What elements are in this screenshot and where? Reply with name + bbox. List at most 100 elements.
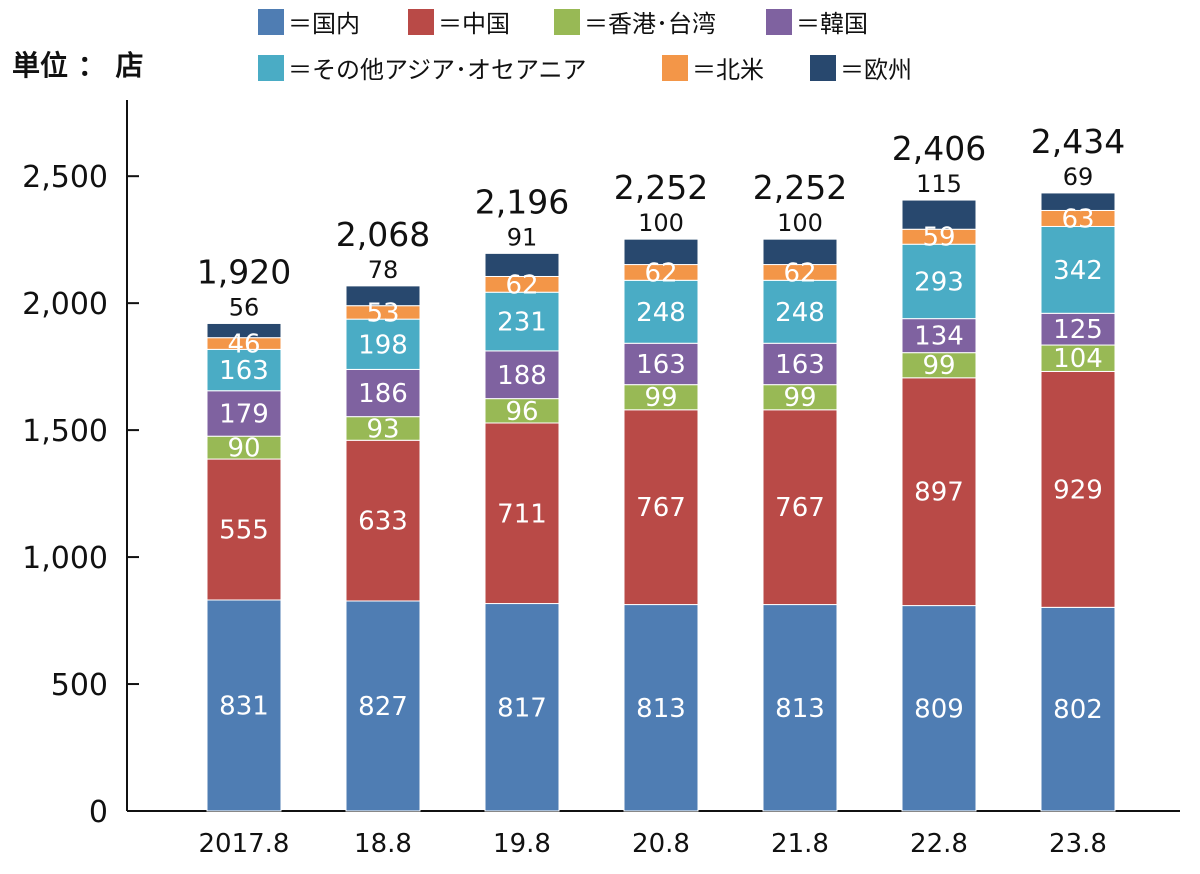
axes: 0 500 1,000 1,500 2,000 2,500 bbox=[22, 100, 1180, 830]
legend-label: ＝韓国 bbox=[796, 10, 868, 38]
total-label: 2,406 bbox=[892, 129, 986, 168]
data-label: 179 bbox=[219, 399, 269, 429]
data-label: 69 bbox=[1063, 163, 1094, 191]
bar-segment bbox=[1040, 606, 1116, 812]
bar-segment bbox=[762, 604, 838, 812]
data-label: 100 bbox=[777, 209, 823, 237]
data-label: 134 bbox=[914, 322, 964, 352]
bar-segment bbox=[345, 318, 421, 370]
bar-segment bbox=[484, 422, 560, 605]
legend-label: ＝国内 bbox=[288, 10, 360, 38]
y-tick-label: 500 bbox=[51, 668, 108, 703]
bar-segment bbox=[206, 348, 282, 392]
legend-swatch bbox=[766, 8, 792, 35]
legend-item-china: ＝中国 bbox=[408, 4, 510, 39]
y-tick-label: 2,500 bbox=[22, 160, 108, 195]
bar-segment bbox=[623, 279, 699, 344]
data-label: 555 bbox=[219, 516, 269, 546]
legend-item-domestic: ＝国内 bbox=[258, 4, 360, 39]
x-tick-label: 22.8 bbox=[910, 829, 968, 859]
legend-swatch bbox=[810, 54, 836, 81]
total-label: 2,196 bbox=[475, 182, 569, 221]
data-label: 293 bbox=[914, 267, 964, 297]
bar-segment bbox=[484, 252, 560, 277]
data-label: 248 bbox=[775, 298, 825, 328]
data-label: 248 bbox=[636, 298, 686, 328]
data-label: 96 bbox=[505, 397, 538, 427]
legend-swatch bbox=[554, 8, 580, 35]
total-label: 2,252 bbox=[753, 168, 847, 207]
legend-item-korea: ＝韓国 bbox=[766, 4, 868, 39]
data-label: 125 bbox=[1053, 315, 1103, 345]
data-label: 104 bbox=[1053, 344, 1103, 374]
data-label: 198 bbox=[358, 330, 408, 360]
data-label: 62 bbox=[783, 258, 816, 288]
legend-label: ＝香港･台湾 bbox=[584, 10, 716, 38]
bar-segment bbox=[206, 390, 282, 437]
data-label: 99 bbox=[644, 383, 677, 413]
x-tick-label: 20.8 bbox=[632, 829, 690, 859]
bar-segment bbox=[345, 439, 421, 602]
total-label: 1,920 bbox=[197, 252, 291, 291]
bar-segment bbox=[484, 398, 560, 424]
data-label: 802 bbox=[1053, 695, 1103, 725]
y-tick-label: 1,500 bbox=[22, 414, 108, 449]
bar-segment bbox=[206, 322, 282, 339]
data-label: 56 bbox=[229, 293, 260, 321]
labels: 8315559017916346561,9202017.882763393186… bbox=[197, 122, 1125, 859]
legend-item-europe: ＝欧州 bbox=[810, 50, 912, 85]
x-tick-label: 18.8 bbox=[354, 829, 412, 859]
data-label: 929 bbox=[1053, 475, 1103, 505]
data-label: 633 bbox=[358, 507, 408, 537]
bars bbox=[206, 192, 1116, 812]
data-label: 53 bbox=[366, 298, 399, 328]
data-label: 767 bbox=[636, 493, 686, 523]
bar-segment bbox=[623, 409, 699, 606]
legend-item-other-asia: ＝その他アジア･オセアニア bbox=[258, 50, 587, 85]
data-label: 90 bbox=[227, 434, 260, 464]
bar-segment bbox=[1040, 312, 1116, 346]
data-label: 186 bbox=[358, 379, 408, 409]
data-label: 62 bbox=[505, 270, 538, 300]
x-tick-label: 23.8 bbox=[1049, 829, 1107, 859]
bar-segment bbox=[1040, 192, 1116, 211]
data-label: 99 bbox=[783, 383, 816, 413]
legend-item-north-america: ＝北米 bbox=[662, 50, 764, 85]
x-tick-label: 21.8 bbox=[771, 829, 829, 859]
bar-segment bbox=[901, 318, 977, 354]
data-label: 115 bbox=[916, 170, 962, 198]
y-tick-label: 2,000 bbox=[22, 287, 108, 322]
bar-segment bbox=[623, 238, 699, 266]
data-label: 63 bbox=[1061, 204, 1094, 234]
data-label: 817 bbox=[497, 693, 547, 723]
legend-label: ＝欧州 bbox=[840, 56, 912, 84]
data-label: 809 bbox=[914, 694, 964, 724]
bar-segment bbox=[901, 605, 977, 812]
bar-segment bbox=[484, 603, 560, 812]
y-tick-label: 1,000 bbox=[22, 541, 108, 576]
bar-segment bbox=[1040, 225, 1116, 314]
data-label: 163 bbox=[219, 356, 269, 386]
data-label: 93 bbox=[366, 414, 399, 444]
bar-segment bbox=[762, 384, 838, 411]
data-label: 813 bbox=[636, 694, 686, 724]
x-tick-label: 2017.8 bbox=[199, 829, 290, 859]
legend-swatch bbox=[662, 54, 688, 81]
bar-segment bbox=[762, 238, 838, 266]
legend-swatch bbox=[258, 8, 284, 35]
data-label: 163 bbox=[636, 350, 686, 380]
data-label: 767 bbox=[775, 493, 825, 523]
bar-segment bbox=[623, 604, 699, 812]
data-label: 831 bbox=[219, 691, 269, 721]
bar-segment bbox=[901, 243, 977, 320]
data-label: 827 bbox=[358, 692, 408, 722]
bar-segment bbox=[901, 377, 977, 607]
bar-segment bbox=[1040, 344, 1116, 372]
data-label: 897 bbox=[914, 478, 964, 508]
legend-label: ＝その他アジア･オセアニア bbox=[288, 56, 587, 84]
data-label: 46 bbox=[227, 330, 260, 360]
data-label: 231 bbox=[497, 308, 547, 338]
x-tick-label: 19.8 bbox=[493, 829, 551, 859]
bar-segment bbox=[901, 199, 977, 230]
unit-label: 単位 ： 店 bbox=[12, 49, 144, 82]
